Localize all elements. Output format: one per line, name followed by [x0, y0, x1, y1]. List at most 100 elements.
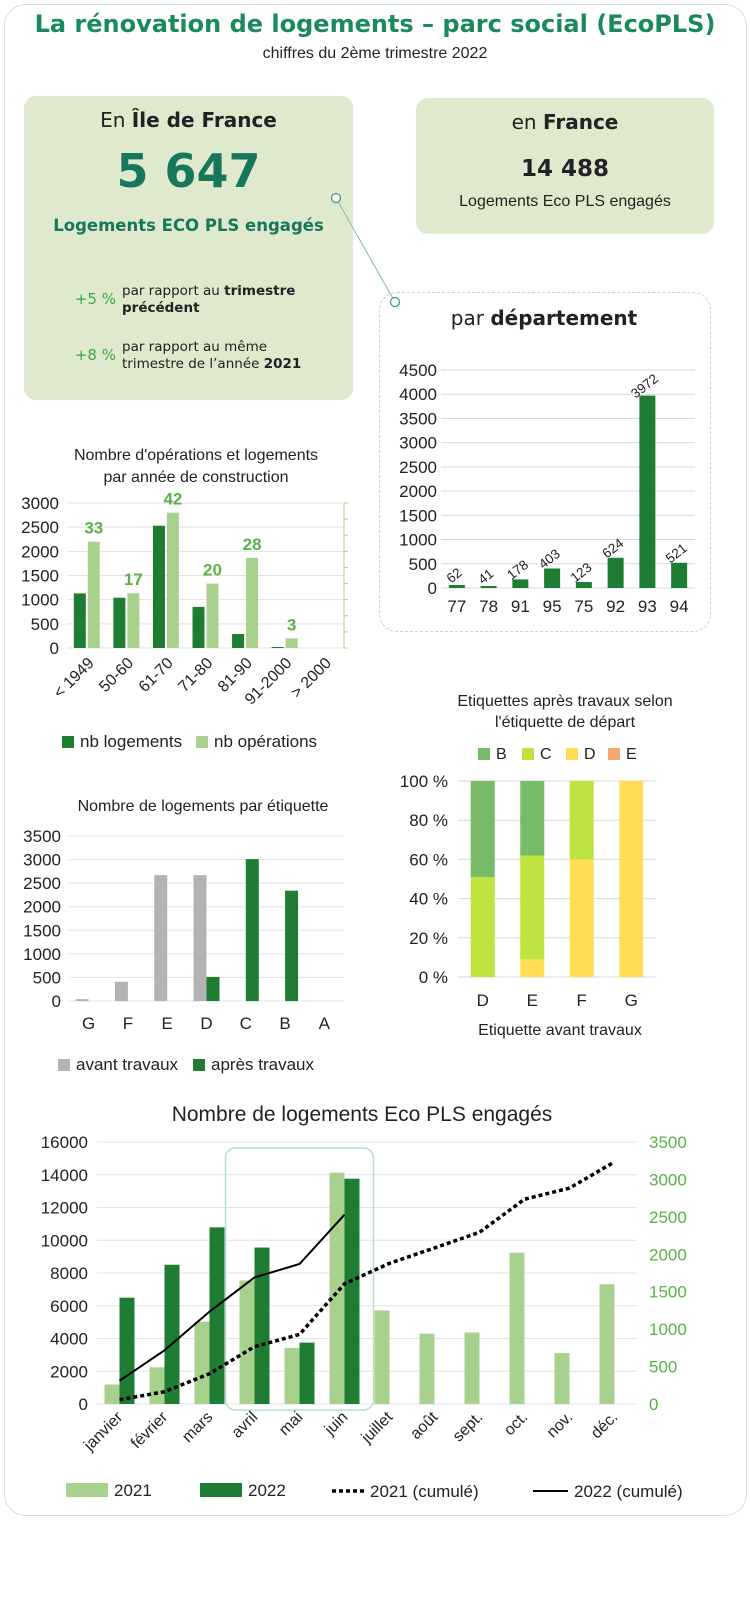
departement-chart-title: par département [379, 306, 709, 330]
empile-ytick-label: 0 % [419, 968, 448, 987]
empile-legend-D-label: D [584, 746, 596, 763]
mensuel-bar-2021 [374, 1310, 390, 1404]
france-heading: en France [416, 110, 714, 134]
annee-xtick-label: < 1949 [51, 655, 98, 702]
etiquette-legend-apres-swatch [193, 1059, 205, 1071]
mensuel-ytick-label: 6000 [50, 1297, 88, 1316]
france-region: France [542, 110, 619, 134]
mensuel-bar-2022 [119, 1297, 135, 1404]
mensuel-bar-2021 [239, 1280, 255, 1404]
annee-bar-operations [285, 638, 298, 648]
annee-data-label: 28 [243, 535, 262, 554]
dept-bar [639, 395, 656, 588]
annee-bar-operations [127, 593, 140, 648]
annee-bar-logements [73, 593, 86, 648]
mensuel-line-2021-cumule [119, 1160, 616, 1402]
empile-xaxis-label: Etiquette avant travaux [478, 1022, 642, 1039]
dept-ytick-label: 2500 [399, 458, 437, 477]
callout-dot-end [389, 296, 401, 308]
annee-xtick-label: 61-70 [136, 655, 177, 696]
etiquette-bar-apres [245, 859, 259, 1001]
idf-prefix: En [100, 108, 126, 132]
annee-bar-logements [271, 647, 284, 648]
callout-connector [335, 197, 396, 303]
annee-title-line2: par année de construction [103, 469, 288, 486]
etiquette-xtick-label: G [82, 1014, 95, 1033]
dept-xtick-label: 93 [638, 597, 657, 616]
etiquette-bar-avant [75, 999, 89, 1001]
mensuel-bar-2021 [149, 1367, 165, 1404]
annee-xtick-label: 50-60 [96, 655, 137, 696]
mensuel-xtick-label: nov. [544, 1409, 577, 1442]
mensuel-legend-2021-swatch [66, 1483, 108, 1497]
mensuel-title: Nombre de logements Eco PLS engagés [172, 1103, 553, 1126]
empile-bar-segment-C [569, 781, 594, 860]
dept-bar [480, 586, 497, 588]
dept-data-label: 521 [663, 540, 690, 566]
departement-title-bold: département [490, 306, 638, 330]
mensuel-y2tick-label: 3000 [649, 1170, 687, 1189]
mensuel-xtick-label: mai [276, 1409, 306, 1439]
dept-data-label: 403 [536, 546, 563, 572]
etiquette-ytick-label: 2000 [23, 898, 61, 917]
etiquette-xtick-label: D [200, 1014, 212, 1033]
annee-legend-operations-swatch [196, 736, 208, 748]
empile-xtick-label: G [625, 991, 638, 1010]
mensuel-legend-2022-label: 2022 [248, 1481, 286, 1500]
departement-title-prefix: par [450, 306, 484, 330]
etiquette-legend-apres-label: après travaux [211, 1055, 314, 1074]
mensuel-line-2022-cumule [118, 1214, 346, 1382]
dept-xtick-label: 78 [479, 597, 498, 616]
france-total-label: Logements Eco PLS engagés [459, 193, 671, 210]
annee-xtick-label: 71-80 [175, 655, 216, 696]
idf-stat-year-desc: par rapport au même trimestre de l’année [122, 339, 268, 372]
dept-xtick-label: 91 [511, 597, 530, 616]
annee-legend-logements-label: nb logements [80, 732, 182, 751]
dept-ytick-label: 4000 [399, 385, 437, 404]
mensuel-legend-2022-cumule-label: 2022 (cumulé) [574, 1482, 683, 1501]
dept-xtick-label: 77 [447, 597, 466, 616]
empile-bar-segment-B [470, 781, 495, 878]
etiquette-bar-apres [206, 976, 220, 1001]
dept-bar [671, 562, 688, 588]
mensuel-y2tick-label: 0 [649, 1395, 658, 1414]
etiquette-bar-avant [193, 875, 207, 1001]
mensuel-y2tick-label: 3500 [649, 1133, 687, 1152]
callout-dot-start [330, 192, 342, 204]
etiquette-ytick-label: 3000 [23, 851, 61, 870]
empile-bar-segment-C [520, 855, 545, 960]
mensuel-legend-2021-label: 2021 [114, 1481, 152, 1500]
dept-ytick-label: 4500 [399, 361, 437, 380]
idf-summary-card: En Île de France 5 647 Logements ECO PLS… [24, 96, 353, 400]
etiquette-xtick-label: E [162, 1014, 173, 1033]
etiquette-bar-avant [154, 875, 168, 1001]
mensuel-xtick-label: janvier [80, 1408, 127, 1455]
mensuel-bar-2021 [509, 1252, 525, 1404]
mensuel-bar-2021 [554, 1353, 570, 1404]
annee-bar-operations [87, 541, 100, 648]
annee-bar-operations [206, 583, 219, 648]
mensuel-y2tick-label: 500 [649, 1358, 677, 1377]
dept-bar [448, 584, 465, 588]
empile-legend-B-swatch [478, 748, 490, 760]
annee-ytick-label: 1500 [21, 567, 59, 586]
dept-ytick-label: 3000 [399, 434, 437, 453]
mensuel-ytick-label: 0 [79, 1395, 88, 1414]
etiquette-ytick-label: 1500 [23, 921, 61, 940]
dept-ytick-label: 1500 [399, 506, 437, 525]
mensuel-bar-2022 [254, 1247, 270, 1404]
annee-ytick-label: 3000 [21, 494, 59, 513]
mensuel-ytick-label: 12000 [41, 1199, 88, 1218]
etiquette-xtick-label: A [319, 1014, 331, 1033]
annee-data-label: 20 [203, 561, 222, 580]
annee-ytick-label: 500 [31, 615, 59, 634]
mensuel-highlight-box [224, 1147, 375, 1411]
dept-ytick-label: 1000 [399, 531, 437, 550]
infographic-frame [4, 4, 747, 1516]
empile-legend-C-label: C [540, 746, 552, 763]
empile-legend-E-swatch [608, 748, 620, 760]
mensuel-bar-2022 [344, 1178, 360, 1404]
etiquette-xtick-label: F [123, 1014, 133, 1033]
idf-stat-year-pct: +8 % [74, 346, 116, 364]
